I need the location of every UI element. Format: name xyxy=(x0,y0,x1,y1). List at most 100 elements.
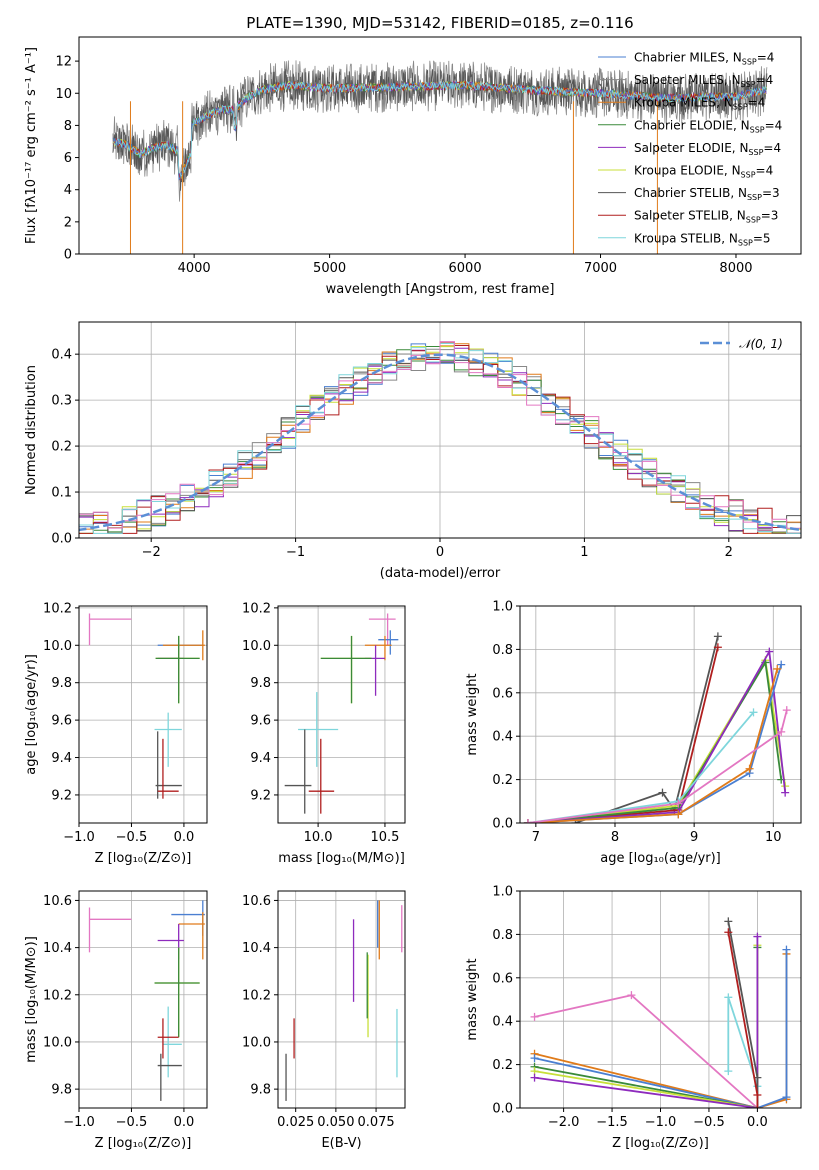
y-tick-label: 10.6 xyxy=(43,894,72,909)
massweight-line xyxy=(527,711,755,823)
x-tick-label: 9 xyxy=(690,830,698,845)
errorbar-point xyxy=(157,645,184,696)
x-axis-label: Z [log₁₀(Z/Z⊙)] xyxy=(612,1136,709,1151)
errorbar-point xyxy=(171,900,205,936)
axes-frame xyxy=(78,36,802,255)
y-tick-label: 10.6 xyxy=(242,894,271,909)
massweight-line xyxy=(527,709,788,823)
y-tick-label: 0.3 xyxy=(51,394,72,409)
axes-frame xyxy=(519,605,802,824)
errorbar-point xyxy=(308,738,335,814)
massweight-marker xyxy=(674,799,683,808)
errorbar-point xyxy=(320,635,372,704)
y-tick-label: 9.6 xyxy=(51,714,72,729)
axes-frame xyxy=(277,890,406,1109)
massweight-marker xyxy=(745,764,754,773)
massweight-line xyxy=(527,668,779,823)
y-tick-label: 10.0 xyxy=(242,1035,271,1050)
y-tick-label: 2 xyxy=(64,215,72,230)
legend-entry: Kroupa ELODIE, NSSP=4 xyxy=(634,164,773,180)
x-tick-label: 2 xyxy=(725,545,733,560)
y-tick-label: 0.2 xyxy=(492,1058,513,1073)
y-tick-label: 9.2 xyxy=(250,788,271,803)
x-tick-label: −1.0 xyxy=(63,1115,95,1130)
massweight-marker xyxy=(782,945,791,954)
y-tick-label: 8 xyxy=(64,119,72,134)
x-tick-label: −1.0 xyxy=(645,1115,677,1130)
y-tick-label: 0.0 xyxy=(51,532,72,547)
massweight-marker xyxy=(765,647,774,656)
chart-residuals: −2 −1 0 1 2 0.0 0.1 0.2 0.3 0.4 (data-model)/error… xyxy=(24,321,802,581)
massweight-marker xyxy=(773,664,782,673)
histogram-series xyxy=(79,341,801,534)
y-tick-label: 0.6 xyxy=(492,971,513,986)
y-axis-label: Flux [fλ10⁻¹⁷ erg cm⁻² s⁻¹ A⁻¹] xyxy=(24,47,39,244)
errorbar-point xyxy=(364,645,385,696)
massweight-marker xyxy=(782,706,791,715)
x-tick-label: 0.0 xyxy=(174,1115,195,1130)
x-tick-label: 8000 xyxy=(719,261,752,276)
y-tick-label: 9.8 xyxy=(51,676,72,691)
errorbar-point xyxy=(284,729,312,814)
chart-age_vs_mass: 10.0 10.5 9.2 9.4 9.6 9.8 10.0 10.2 mass [log₁₀(… xyxy=(242,601,406,866)
massweight-marker xyxy=(530,1012,539,1021)
x-tick-label: 4000 xyxy=(178,261,211,276)
legend-entry: Chabrier STELIB, NSSP=3 xyxy=(634,186,780,202)
massweight-marker xyxy=(674,810,683,819)
massweight-line xyxy=(534,936,759,1108)
y-tick-label: 10.2 xyxy=(242,988,271,1003)
y-tick-label: 12 xyxy=(55,55,72,70)
x-tick-label: −0.5 xyxy=(116,1115,148,1130)
errorbar-point xyxy=(368,613,396,646)
massweight-marker xyxy=(749,708,758,717)
errorbar-point xyxy=(88,907,132,953)
errorbar-point xyxy=(364,635,392,661)
massweight-marker xyxy=(658,788,667,797)
x-tick-label: 1 xyxy=(580,545,588,560)
axes-frame xyxy=(519,890,802,1109)
y-axis-label: Normed distribution xyxy=(24,365,39,495)
plot-area-mass_vs_EBV xyxy=(285,900,403,1101)
x-tick-label: −0.5 xyxy=(116,830,148,845)
x-tick-label: 0.025 xyxy=(277,1115,314,1130)
x-tick-label: −2 xyxy=(142,545,161,560)
errorbar-point xyxy=(157,1018,179,1059)
errorbar-point xyxy=(320,635,372,704)
axes-frame xyxy=(78,321,802,539)
axes-frame xyxy=(78,890,208,1109)
y-tick-label: 9.8 xyxy=(51,1083,72,1098)
y-tick-label: 9.8 xyxy=(250,676,271,691)
plot-area-massweight_vs_Z xyxy=(530,917,791,1108)
y-tick-label: 10.0 xyxy=(43,1035,72,1050)
x-tick-label: 0.0 xyxy=(747,1115,768,1130)
y-tick-label: 10.0 xyxy=(43,639,72,654)
y-axis-label: mass weight xyxy=(465,673,480,755)
axes-frame xyxy=(78,605,208,824)
x-tick-label: −1.0 xyxy=(63,830,95,845)
massweight-marker xyxy=(530,1073,539,1082)
errorbar-point xyxy=(378,630,399,655)
y-tick-label: 0.1 xyxy=(51,486,72,501)
massweight-marker xyxy=(753,1090,762,1099)
massweight-marker xyxy=(777,727,786,736)
massweight-marker xyxy=(781,788,790,797)
legend-entry: Salpeter STELIB, NSSP=3 xyxy=(634,209,778,225)
massweight-marker xyxy=(627,991,636,1000)
errorbar-point xyxy=(157,1053,182,1101)
y-tick-label: 10.0 xyxy=(242,639,271,654)
massweight-line xyxy=(527,648,787,823)
massweight-marker xyxy=(724,993,733,1002)
y-tick-label: 0.4 xyxy=(492,1015,513,1030)
y-tick-label: 9.8 xyxy=(250,1083,271,1098)
spectrum-line xyxy=(112,80,767,177)
x-axis-label: Z [log₁₀(Z/Z⊙)] xyxy=(95,1136,192,1151)
y-tick-label: 0 xyxy=(64,248,72,263)
x-axis-label: Z [log₁₀(Z/Z⊙)] xyxy=(95,851,192,866)
chart-age_vs_Z: −1.0 −0.5 0.0 9.2 9.4 9.6 9.8 10.0 10.2 Z [log₁₀(… xyxy=(24,601,208,866)
massweight-marker xyxy=(782,1093,791,1102)
massweight-marker xyxy=(724,928,733,937)
x-tick-label: −1.5 xyxy=(596,1115,628,1130)
chart-massweight_vs_Z: −2.0 −1.5 −1.0 −0.5 0.0 0.0 0.2 0.4 0.6 0.8 1.0 Z [… xyxy=(465,885,802,1151)
legend-entry: Salpeter ELODIE, NSSP=4 xyxy=(634,141,781,157)
x-axis-label: wavelength [Angstrom, rest frame] xyxy=(326,282,555,297)
